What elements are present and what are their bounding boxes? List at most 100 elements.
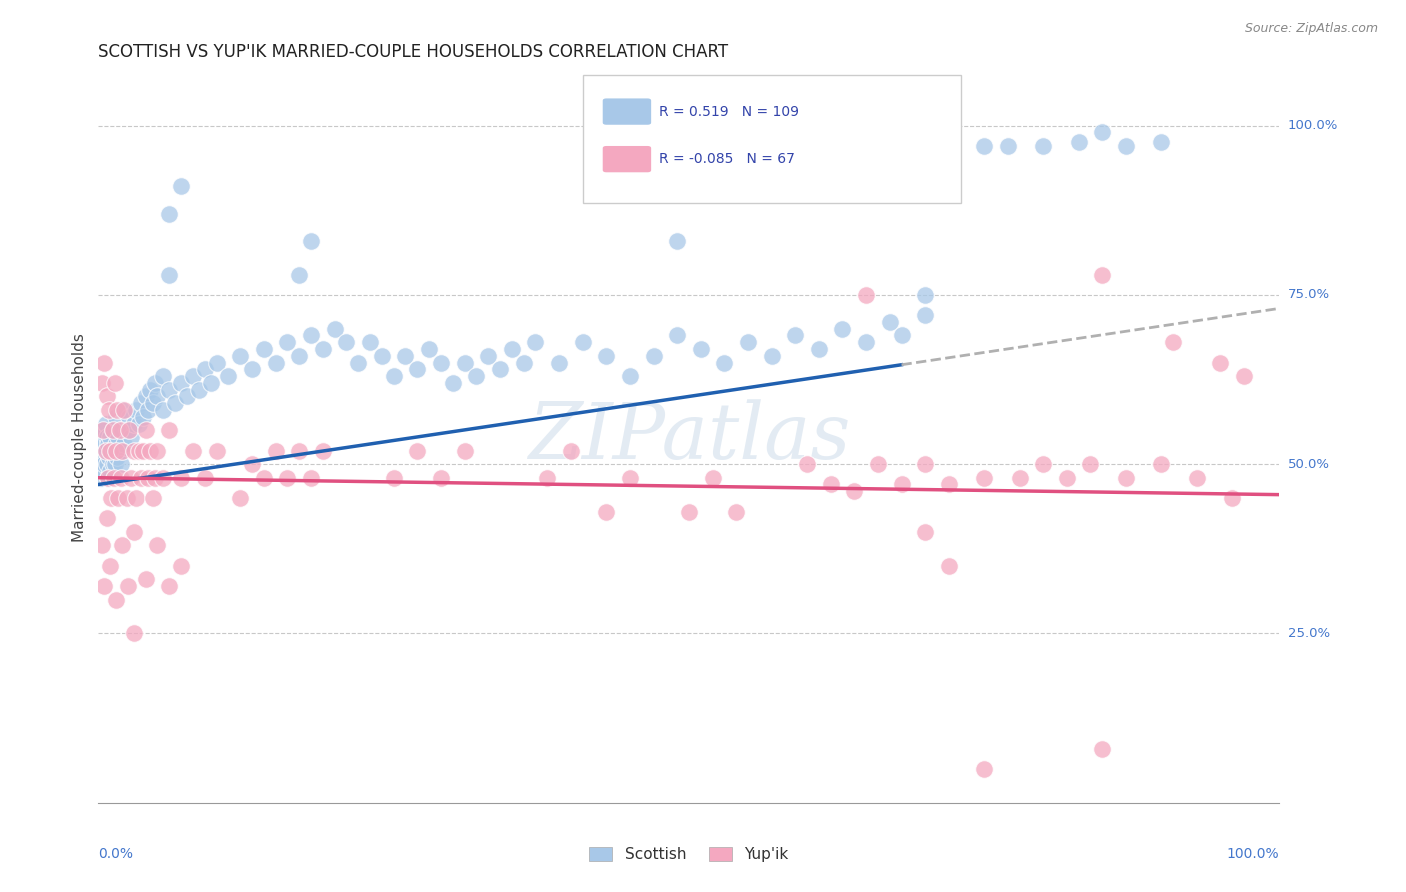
Point xyxy=(394,349,416,363)
Point xyxy=(170,376,193,390)
Point xyxy=(97,471,120,485)
Point xyxy=(725,505,748,519)
Point xyxy=(170,179,193,194)
Point xyxy=(129,471,152,485)
Point xyxy=(914,288,936,302)
Point xyxy=(1080,457,1102,471)
Point xyxy=(501,342,523,356)
Point xyxy=(914,524,936,539)
Point xyxy=(288,443,311,458)
Point xyxy=(796,457,818,471)
Point xyxy=(122,443,145,458)
Point xyxy=(91,450,114,465)
Point xyxy=(1091,268,1114,282)
Point xyxy=(170,558,193,573)
Point xyxy=(103,471,125,485)
Text: ZIPatlas: ZIPatlas xyxy=(527,399,851,475)
Point xyxy=(170,471,193,485)
Point xyxy=(112,403,135,417)
Point xyxy=(1150,457,1173,471)
Point xyxy=(914,457,936,471)
Point xyxy=(93,423,115,437)
Point xyxy=(406,362,429,376)
Point xyxy=(152,471,174,485)
Point xyxy=(666,328,689,343)
Point xyxy=(264,355,287,369)
Point xyxy=(97,471,120,485)
Point xyxy=(914,308,936,322)
Point xyxy=(96,457,118,471)
FancyBboxPatch shape xyxy=(603,98,651,125)
Point xyxy=(1067,136,1090,150)
Point xyxy=(855,288,877,302)
Point xyxy=(157,206,180,220)
Point xyxy=(98,558,121,573)
Point xyxy=(91,376,114,390)
Point xyxy=(91,437,114,451)
Point xyxy=(689,342,711,356)
Point xyxy=(100,491,122,505)
Point xyxy=(288,268,311,282)
Text: Source: ZipAtlas.com: Source: ZipAtlas.com xyxy=(1244,22,1378,36)
Point xyxy=(94,417,117,431)
Point xyxy=(115,491,138,505)
Point xyxy=(335,335,357,350)
Point xyxy=(152,369,174,384)
Point xyxy=(101,457,124,471)
Point xyxy=(194,471,217,485)
Point xyxy=(91,430,114,444)
Point xyxy=(382,471,405,485)
Point xyxy=(91,538,114,552)
Point xyxy=(761,349,783,363)
Point xyxy=(489,362,512,376)
Point xyxy=(205,443,228,458)
Point xyxy=(866,457,889,471)
Point xyxy=(264,443,287,458)
Point xyxy=(96,389,118,403)
Point xyxy=(181,369,204,384)
Point xyxy=(807,342,830,356)
Point xyxy=(299,471,322,485)
Point xyxy=(548,355,571,369)
Point xyxy=(111,538,134,552)
Point xyxy=(359,335,381,350)
Point xyxy=(713,355,735,369)
Point xyxy=(128,443,150,458)
Point xyxy=(217,369,239,384)
Point xyxy=(111,423,134,437)
Point xyxy=(146,538,169,552)
Point xyxy=(98,430,121,444)
Point xyxy=(105,443,128,458)
Point xyxy=(253,471,276,485)
Point xyxy=(1185,471,1208,485)
Point xyxy=(105,450,128,465)
Point xyxy=(200,376,222,390)
Point xyxy=(91,423,114,437)
Point xyxy=(157,383,180,397)
Point xyxy=(678,505,700,519)
Text: 50.0%: 50.0% xyxy=(1288,458,1330,471)
Point xyxy=(820,477,842,491)
Point xyxy=(1115,471,1137,485)
Point xyxy=(879,315,901,329)
Point xyxy=(105,409,128,424)
Point xyxy=(323,322,346,336)
Point xyxy=(132,443,155,458)
Point xyxy=(146,389,169,403)
Legend: Scottish, Yup'ik: Scottish, Yup'ik xyxy=(583,841,794,868)
Point xyxy=(418,342,440,356)
FancyBboxPatch shape xyxy=(582,75,960,203)
Point xyxy=(382,369,405,384)
Point xyxy=(108,443,131,458)
Point xyxy=(371,349,394,363)
Point xyxy=(90,443,112,458)
Y-axis label: Married-couple Households: Married-couple Households xyxy=(72,333,87,541)
Point xyxy=(105,592,128,607)
Point xyxy=(103,443,125,458)
Point xyxy=(121,471,143,485)
Point xyxy=(560,443,582,458)
Point xyxy=(139,383,162,397)
Point xyxy=(110,471,132,485)
Point xyxy=(143,376,166,390)
Point xyxy=(406,443,429,458)
